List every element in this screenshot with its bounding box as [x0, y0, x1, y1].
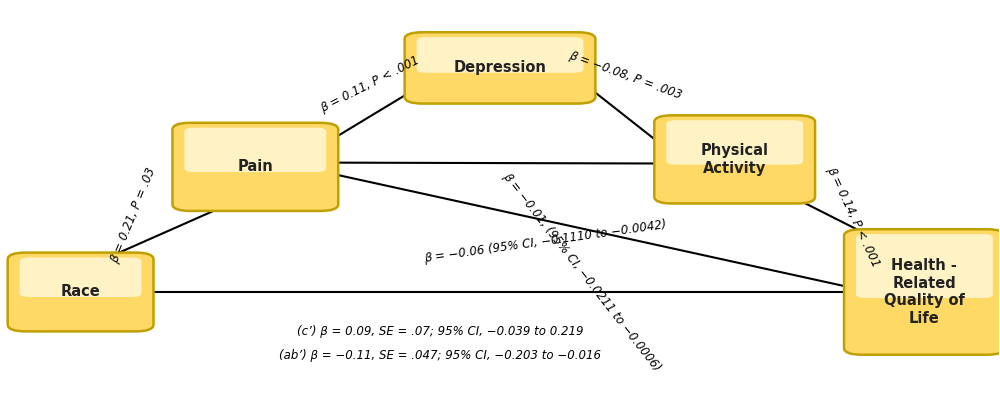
- Text: β = −0.06 (95% CI, −0.1110 to −0.0042): β = −0.06 (95% CI, −0.1110 to −0.0042): [423, 218, 667, 265]
- Text: Pain: Pain: [237, 160, 273, 174]
- FancyBboxPatch shape: [666, 120, 803, 165]
- Text: Physical
Activity: Physical Activity: [701, 143, 769, 175]
- FancyBboxPatch shape: [8, 253, 153, 331]
- Text: Health -
Related
Quality of
Life: Health - Related Quality of Life: [884, 258, 965, 326]
- Text: β = −0.08, P = .003: β = −0.08, P = .003: [567, 49, 683, 102]
- Text: Depression: Depression: [454, 60, 546, 75]
- Text: β = −0.01, (95% CI, −0.0211 to −0.0006): β = −0.01, (95% CI, −0.0211 to −0.0006): [500, 171, 663, 374]
- FancyBboxPatch shape: [20, 258, 141, 297]
- Text: (c’) β = 0.09, SE = .07; 95% CI, −0.039 to 0.219: (c’) β = 0.09, SE = .07; 95% CI, −0.039 …: [297, 325, 583, 338]
- Text: (ab’) β = −0.11, SE = .047; 95% CI, −0.203 to −0.016: (ab’) β = −0.11, SE = .047; 95% CI, −0.2…: [279, 349, 601, 362]
- Text: β = 0.11, P < .001: β = 0.11, P < .001: [319, 54, 422, 115]
- FancyBboxPatch shape: [417, 37, 583, 73]
- FancyBboxPatch shape: [844, 229, 1000, 355]
- FancyBboxPatch shape: [172, 123, 338, 211]
- Text: Race: Race: [61, 284, 100, 300]
- FancyBboxPatch shape: [856, 234, 993, 298]
- FancyBboxPatch shape: [405, 32, 595, 103]
- Text: β = 0.21, P = .03: β = 0.21, P = .03: [108, 166, 159, 265]
- FancyBboxPatch shape: [654, 115, 815, 204]
- Text: β = 0.14, P < .001: β = 0.14, P < .001: [825, 165, 883, 269]
- FancyBboxPatch shape: [184, 128, 326, 172]
